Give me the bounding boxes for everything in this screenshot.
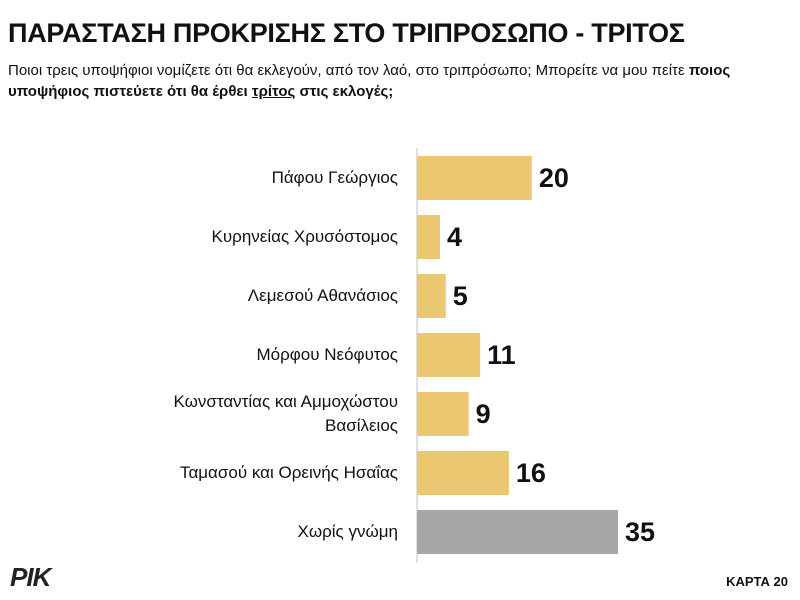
subtitle: Ποιοι τρεις υποψήφιοι νομίζετε ότι θα εκ…	[8, 60, 793, 102]
subtitle-bold-end: στις εκλογές;	[299, 83, 394, 100]
value-label: 4	[447, 222, 462, 252]
bar	[417, 215, 440, 259]
category-label: Ταμασού και Ορεινής Ησαΐας	[179, 463, 398, 482]
logo: ΡΙΚ	[10, 562, 51, 592]
category-label: Κωνσταντίας και Αμμοχώστου Βασίλειος	[173, 392, 398, 435]
value-label: 5	[453, 281, 468, 311]
subtitle-underlined: τρίτος	[251, 83, 296, 100]
category-label: Χωρίς γνώμη	[297, 522, 399, 541]
page-number: ΚΑΡΤΑ 20	[726, 574, 788, 589]
category-label: Μόρφου Νεόφυτος	[256, 345, 398, 364]
value-label: 9	[476, 399, 491, 429]
category-label: Πάφου Γεώργιος	[271, 168, 398, 187]
bar	[417, 510, 618, 554]
bar	[417, 451, 509, 495]
value-label: 11	[487, 340, 516, 370]
chart-title: ΠΑΡΑΣΤΑΣΗ ΠΡΟΚΡΙΣΗΣ ΣΤΟ ΤΡΙΠΡΟΣΩΠΟ - ΤΡΙ…	[8, 18, 685, 48]
subtitle-text: Ποιοι τρεις υποψήφιοι νομίζετε ότι θα εκ…	[8, 62, 685, 79]
category-label: Κυρηνείας Χρυσόστομος	[211, 227, 398, 246]
value-label: 16	[516, 458, 546, 488]
bar	[417, 274, 446, 318]
category-label: Λεμεσού Αθανάσιος	[247, 286, 398, 305]
bar	[417, 333, 481, 377]
value-label: 20	[539, 163, 569, 193]
bar	[417, 392, 469, 436]
subtitle-bold: ποιος υποψήφιος πιστεύετε ότι θα έρθει	[8, 62, 731, 100]
bar	[417, 156, 532, 200]
value-label: 35	[625, 517, 655, 547]
